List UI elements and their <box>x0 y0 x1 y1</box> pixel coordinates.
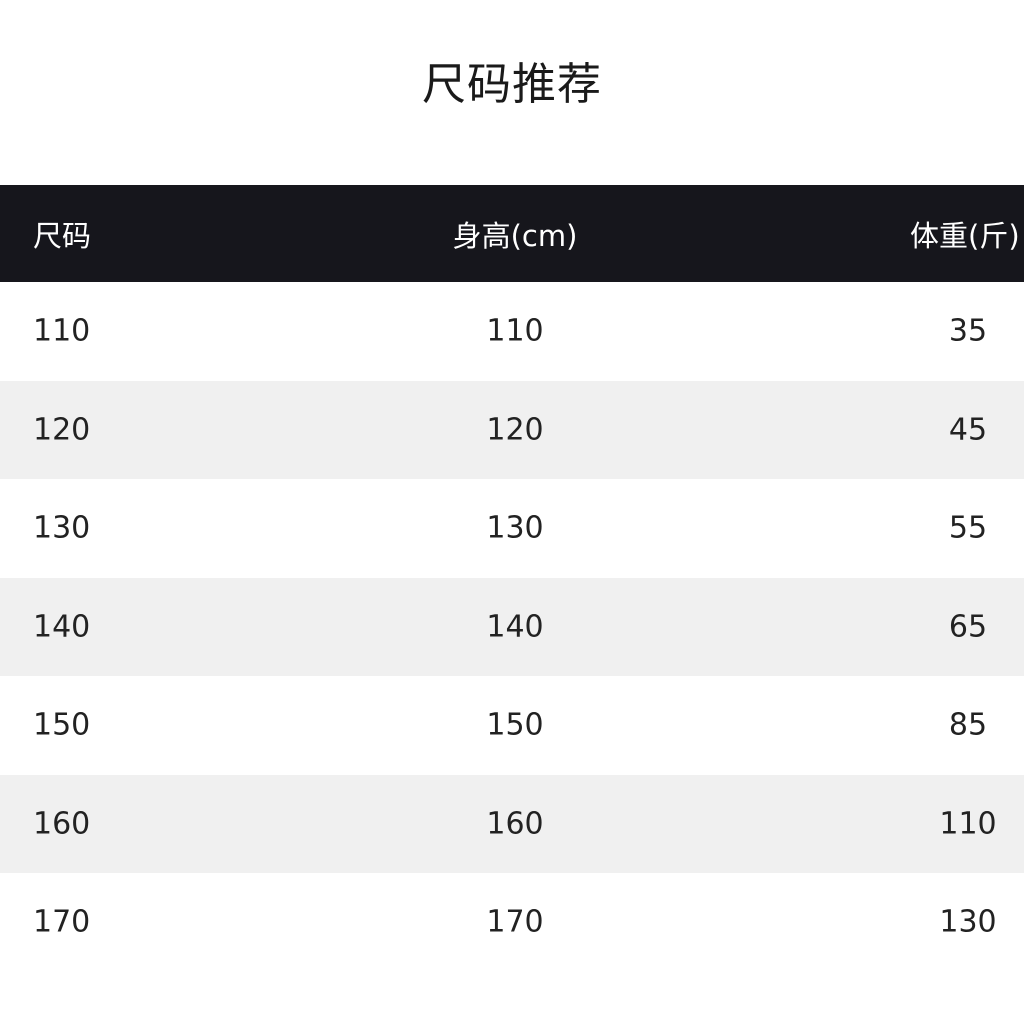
height-cell: 150 <box>486 707 544 743</box>
table-row: 130 130 55 <box>0 479 1024 578</box>
height-cell: 120 <box>486 412 544 448</box>
weight-cell: 65 <box>948 609 988 645</box>
table-header: 尺码 身高(cm) 体重(斤) <box>0 185 1024 282</box>
table-row: 150 150 85 <box>0 676 1024 775</box>
header-size: 尺码 <box>33 218 92 253</box>
size-cell: 120 <box>33 412 91 448</box>
table-row: 170 170 130 <box>0 873 1024 972</box>
size-cell: 130 <box>33 510 91 546</box>
height-cell: 110 <box>486 313 544 349</box>
table-row: 140 140 65 <box>0 577 1024 676</box>
size-cell: 170 <box>33 904 91 940</box>
header-weight: 体重(斤) <box>910 218 1020 253</box>
height-cell: 130 <box>486 510 544 546</box>
table-row: 160 160 110 <box>0 774 1024 873</box>
size-cell: 160 <box>33 806 91 842</box>
page-title: 尺码推荐 <box>422 59 602 110</box>
header-height: 身高(cm) <box>452 218 578 253</box>
weight-cell: 110 <box>939 806 997 842</box>
height-cell: 170 <box>486 904 544 940</box>
table-row: 110 110 35 <box>0 282 1024 381</box>
weight-cell: 85 <box>948 707 988 743</box>
size-cell: 140 <box>33 609 91 645</box>
size-table: 尺码 身高(cm) 体重(斤) 110 110 35 120 120 45 130 130 55… <box>0 185 1024 972</box>
size-cell: 150 <box>33 707 91 743</box>
weight-cell: 130 <box>939 904 997 940</box>
weight-cell: 55 <box>948 510 988 546</box>
weight-cell: 45 <box>948 412 988 448</box>
height-cell: 160 <box>486 806 544 842</box>
height-cell: 140 <box>486 609 544 645</box>
size-cell: 110 <box>33 313 91 349</box>
table-row: 120 120 45 <box>0 380 1024 479</box>
weight-cell: 35 <box>948 313 988 349</box>
